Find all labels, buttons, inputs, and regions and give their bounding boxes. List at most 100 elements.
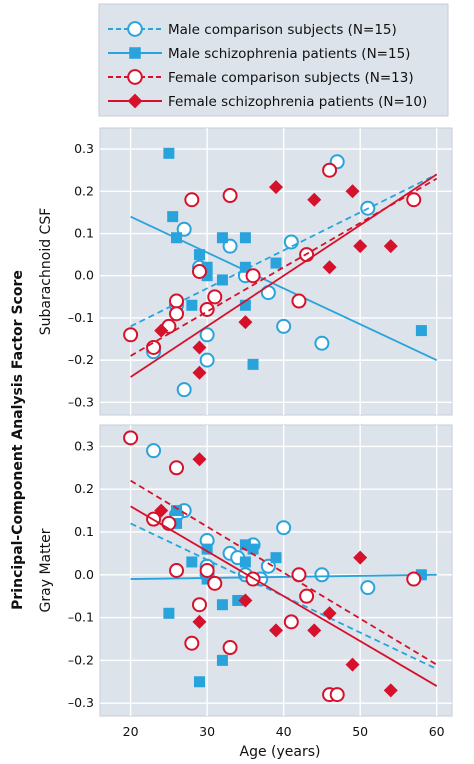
data-point: [269, 623, 283, 638]
data-point: [123, 327, 139, 343]
x-tick-label: 20: [123, 724, 139, 739]
data-point: [207, 289, 223, 305]
series-male_schizophrenia: [130, 505, 437, 688]
data-point: [406, 571, 422, 587]
y-tick-label: –0.3: [68, 394, 94, 409]
y-tick-label: 0.0: [74, 268, 94, 283]
legend-item-female_schizophrenia: Female schizophrenia patients (N=10): [108, 93, 427, 110]
data-point: [406, 192, 422, 208]
data-point: [291, 567, 307, 583]
data-point: [201, 261, 213, 273]
data-point: [163, 147, 175, 159]
data-point: [232, 594, 244, 606]
plot-area: [99, 424, 453, 717]
y-tick-label: 0.3: [74, 141, 94, 156]
data-point: [314, 567, 330, 583]
data-point: [167, 211, 179, 223]
series-female_schizophrenia: [130, 452, 438, 698]
data-point: [245, 268, 261, 284]
legend-item-female_comparison: Female comparison subjects (N=13): [108, 69, 414, 86]
data-point: [307, 192, 322, 207]
fit-line-female_schizophrenia: [130, 173, 438, 378]
data-point: [322, 606, 337, 621]
data-point: [222, 188, 238, 204]
data-point: [207, 575, 223, 591]
legend-label-male_schizophrenia: Male schizophrenia patients (N=15): [168, 46, 410, 62]
y-tick-label: –0.3: [68, 695, 94, 710]
legend-item-male_schizophrenia: Male schizophrenia patients (N=15): [108, 46, 410, 62]
data-point: [146, 339, 162, 355]
data-point: [169, 293, 185, 309]
y-tick-label: –0.1: [68, 610, 94, 625]
data-point: [191, 264, 207, 279]
data-point: [191, 597, 207, 613]
data-point: [176, 382, 192, 398]
data-point: [415, 325, 427, 337]
data-point: [322, 162, 338, 178]
data-point: [171, 505, 183, 517]
data-point: [216, 654, 228, 666]
data-point: [199, 327, 215, 343]
data-point: [239, 299, 251, 311]
data-point: [276, 318, 292, 334]
data-point: [247, 543, 259, 555]
legend-background: [98, 3, 449, 117]
panel-label: Subarachnoid CSF: [38, 208, 54, 336]
series-female_schizophrenia: [130, 173, 438, 380]
legend-marker-male_schizophrenia: [129, 47, 141, 59]
data-point: [238, 593, 253, 608]
x-axis-title: Age (years): [240, 744, 321, 760]
data-point: [353, 239, 368, 254]
data-point: [146, 443, 162, 459]
data-point: [269, 180, 283, 195]
y-tick-label: 0.1: [74, 524, 94, 539]
plot-area: [99, 127, 453, 416]
data-point: [192, 614, 207, 629]
data-point: [216, 232, 228, 244]
legend-label-male_comparison: Male comparison subjects (N=15): [168, 22, 397, 38]
x-tick-label: 40: [276, 724, 292, 739]
data-point: [192, 340, 207, 355]
data-point: [163, 607, 175, 619]
data-point: [239, 261, 251, 273]
data-point: [314, 335, 330, 351]
data-point: [216, 274, 228, 286]
data-point: [192, 365, 207, 380]
series-male_schizophrenia: [130, 147, 438, 370]
data-point: [239, 539, 251, 551]
data-point: [283, 234, 299, 250]
y-tick-label: –0.2: [68, 352, 94, 367]
data-point: [186, 299, 198, 311]
data-point: [186, 556, 198, 568]
data-point: [270, 552, 282, 564]
legend-label-female_schizophrenia: Female schizophrenia patients (N=10): [168, 94, 427, 110]
data-point: [345, 184, 360, 199]
data-point: [383, 239, 398, 254]
y-tick-label: –0.1: [68, 310, 94, 325]
data-point: [216, 599, 228, 611]
data-point: [276, 520, 292, 536]
legend-label-female_comparison: Female comparison subjects (N=13): [168, 70, 414, 86]
data-point: [171, 517, 183, 529]
data-point: [360, 580, 376, 596]
data-point: [383, 683, 398, 698]
y-tick-label: –0.2: [68, 652, 94, 667]
data-point: [345, 657, 360, 672]
data-point: [184, 192, 200, 208]
legend: Male comparison subjects (N=15) Male schi…: [98, 3, 449, 117]
legend-marker-female_comparison: [127, 69, 143, 85]
data-point: [353, 550, 368, 565]
x-tick-label: 50: [352, 724, 368, 739]
data-point: [201, 270, 213, 282]
data-point: [238, 315, 253, 330]
legend-marker-male_comparison: [127, 21, 143, 37]
y-tick-label: 0.1: [74, 226, 94, 241]
panel-subarachnoid-csf: –0.3 –0.2 –0.1 0.0 0.1 0.2 0.3 Subarachnoid CSF: [38, 127, 453, 416]
data-point: [239, 232, 251, 244]
data-point: [299, 588, 315, 604]
data-point: [193, 676, 205, 688]
y-axis-title: Principal-Component Analysis Factor Scor…: [10, 270, 26, 610]
data-point: [169, 563, 185, 578]
fit-line-female_schizophrenia: [130, 505, 438, 687]
